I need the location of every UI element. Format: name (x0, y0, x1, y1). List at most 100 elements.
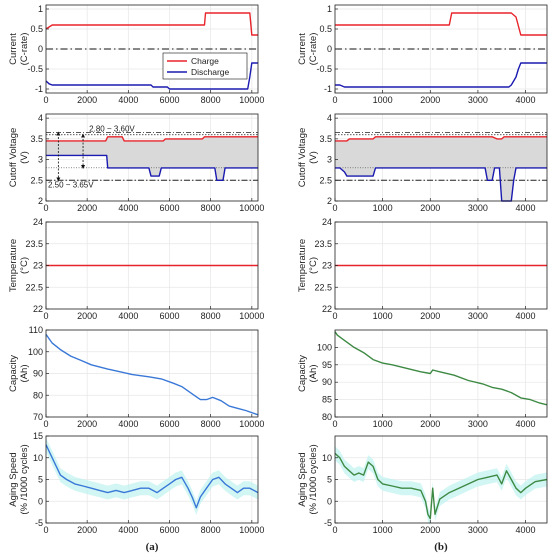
x-tick-label-c1-r4-3: 3000 (468, 525, 488, 535)
y-axis-label-c0-r1-1: (V) (19, 151, 30, 164)
y-tick-label-c0-r1-1: 2.5 (30, 175, 43, 185)
x-tick-label-c1-r2-0: 0 (332, 311, 337, 321)
y-tick-label-c0-r2-0: 22 (33, 304, 43, 314)
x-tick-label-c0-r0-4: 8000 (201, 95, 221, 105)
y-tick-label-c0-r0-0: -1 (35, 84, 43, 94)
y-tick-label-c0-r2-4: 24 (33, 217, 43, 227)
x-tick-label-c0-r3-3: 6000 (159, 419, 179, 429)
x-tick-label-c1-r3-3: 3000 (468, 419, 488, 429)
x-tick-label-c0-r3-5: 10000 (239, 419, 264, 429)
x-tick-label-c1-r4-1: 1000 (373, 525, 393, 535)
x-tick-label-c0-r3-1: 2000 (77, 419, 97, 429)
y-tick-label-c1-r0-0: -1 (324, 84, 332, 94)
x-tick-label-c0-r4-0: 0 (43, 525, 48, 535)
chart-c0-r1: 0 2000 4000 6000 8000 10000 2 2.5 3 3.5 4 Cutoff Vo… (8, 113, 264, 213)
chart-c1-r0: 0 1000 2000 3000 4000 -1 -0.5 0 0.5 1 Current (C-ra… (297, 4, 548, 105)
y-axis-label-c1-r3-0: Capacity (297, 355, 308, 392)
y-axis-label-c1-r4-1: (% /1000 cycles) (308, 444, 319, 514)
y-axis-label-c0-r2-1: (°C) (19, 257, 30, 274)
y-tick-label-c1-r4-0: -5 (324, 518, 332, 528)
y-axis-label-c0-r3-0: Capacity (8, 355, 19, 392)
y-tick-label-c0-r0-1: -0.5 (27, 64, 43, 74)
y-tick-label-c0-r0-4: 1 (38, 4, 43, 14)
x-tick-label-c0-r2-2: 4000 (118, 311, 138, 321)
x-tick-label-c0-r0-0: 0 (43, 95, 48, 105)
y-tick-label-c0-r0-2: 0 (38, 44, 43, 54)
x-tick-label-c1-r0-1: 1000 (373, 95, 393, 105)
chart-c0-r2: 0 2000 4000 6000 8000 10000 22 22.5 23 23.5 24 Temp… (8, 217, 264, 321)
y-tick-label-c0-r4-0: -5 (35, 518, 43, 528)
y-axis-label-c0-r2-0: Temperature (8, 239, 19, 292)
series-line-c1-r1-1 (335, 167, 547, 202)
x-tick-label-c1-r2-4: 4000 (516, 311, 536, 321)
x-tick-label-c0-r2-1: 2000 (77, 311, 97, 321)
y-tick-label-c0-r2-2: 23 (33, 261, 43, 271)
annotation-window-2: 2.50 ~ 3.65V (48, 181, 94, 190)
x-tick-label-c1-r0-2: 2000 (420, 95, 440, 105)
y-tick-label-c1-r4-2: 5 (327, 475, 332, 485)
aging-band-c0-r4 (46, 437, 258, 515)
y-tick-label-c0-r4-4: 15 (33, 431, 43, 441)
x-tick-label-c0-r3-2: 4000 (118, 419, 138, 429)
y-axis-label-c0-r0-1: (C-rate) (19, 33, 30, 66)
x-tick-label-c0-r2-4: 8000 (201, 311, 221, 321)
series-line-c1-r4-0 (334, 452, 548, 520)
x-tick-label-c1-r2-1: 1000 (373, 311, 393, 321)
chart-c1-r2: 0 1000 2000 3000 4000 22 22.5 23 23.5 24 Temperatu… (297, 217, 548, 321)
y-tick-label-c0-r3-2: 90 (33, 369, 43, 379)
y-tick-label-c1-r3-0: 80 (322, 412, 332, 422)
series-line-c1-r0-0 (335, 12, 547, 36)
series-line-c0-r0-0 (45, 12, 258, 36)
x-tick-label-c1-r4-0: 0 (332, 525, 337, 535)
y-tick-label-c1-r1-4: 4 (327, 113, 332, 123)
x-tick-label-c0-r4-3: 6000 (159, 525, 179, 535)
y-axis-label-c1-r2-1: (°C) (308, 257, 319, 274)
x-tick-label-c1-r1-3: 3000 (468, 203, 488, 213)
x-tick-label-c0-r0-5: 10000 (239, 95, 264, 105)
chart-c1-r1: 0 1000 2000 3000 4000 2 2.5 3 3.5 4 Cutoff Voltage… (297, 113, 548, 213)
y-tick-label-c1-r2-1: 22.5 (314, 282, 332, 292)
y-axis-label-c1-r2-0: Temperature (297, 239, 308, 292)
x-tick-label-c0-r1-4: 8000 (201, 203, 221, 213)
series-line-c0-r1-1 (46, 154, 258, 181)
x-tick-label-c1-r1-1: 1000 (373, 203, 393, 213)
series-line-c0-r3-0 (45, 333, 259, 416)
x-tick-label-c1-r0-0: 0 (332, 95, 337, 105)
x-tick-label-c1-r1-2: 2000 (420, 203, 440, 213)
x-tick-label-c1-r3-2: 2000 (420, 419, 440, 429)
y-tick-label-c1-r1-1: 2.5 (319, 175, 332, 185)
chart-c1-r3: 0 1000 2000 3000 4000 80 85 90 95 100 Capacity (Ah) (297, 329, 548, 429)
y-tick-label-c1-r0-2: 0 (327, 44, 332, 54)
y-tick-label-c0-r3-0: 70 (33, 412, 43, 422)
x-tick-label-c0-r0-3: 6000 (159, 95, 179, 105)
x-tick-label-c1-r0-4: 4000 (516, 95, 536, 105)
voltage-window-fill-c0-r1 (46, 136, 258, 181)
y-tick-label-c0-r3-1: 80 (33, 390, 43, 400)
y-axis-label-c1-r3-1: (Ah) (308, 365, 319, 383)
series-line-c1-r3-0 (334, 331, 548, 406)
legend-entry-1: Discharge (191, 67, 230, 77)
y-tick-label-c1-r0-4: 1 (327, 4, 332, 14)
series-line-c1-r0-1 (335, 62, 547, 88)
x-tick-label-c0-r1-0: 0 (43, 203, 48, 213)
y-axis-label-c0-r4-1: (% /1000 cycles) (19, 444, 30, 514)
x-tick-label-c0-r1-1: 2000 (77, 203, 97, 213)
y-tick-label-c0-r1-0: 2 (38, 196, 43, 206)
x-tick-label-c1-r2-2: 2000 (420, 311, 440, 321)
legend-entry-0: Charge (191, 56, 219, 66)
y-tick-label-c0-r3-4: 110 (29, 325, 43, 335)
axes-frame-c1-r1 (334, 113, 548, 202)
x-tick-label-c0-r1-5: 10000 (239, 203, 264, 213)
y-axis-label-c1-r4-0: Aging Speed (297, 452, 308, 506)
annotation-window-1: 2.80 ~ 3.60V (89, 125, 135, 134)
y-tick-label-c1-r3-1: 85 (322, 395, 332, 405)
series-line-c0-r4-0 (45, 444, 259, 509)
y-tick-label-c1-r2-4: 24 (322, 217, 332, 227)
plot-area-c1-r3 (335, 330, 547, 417)
y-tick-label-c1-r2-3: 23.5 (314, 239, 332, 249)
y-axis-label-c1-r0-1: (C-rate) (308, 33, 319, 66)
x-tick-label-c0-r2-0: 0 (43, 311, 48, 321)
x-tick-label-c1-r2-3: 3000 (468, 311, 488, 321)
